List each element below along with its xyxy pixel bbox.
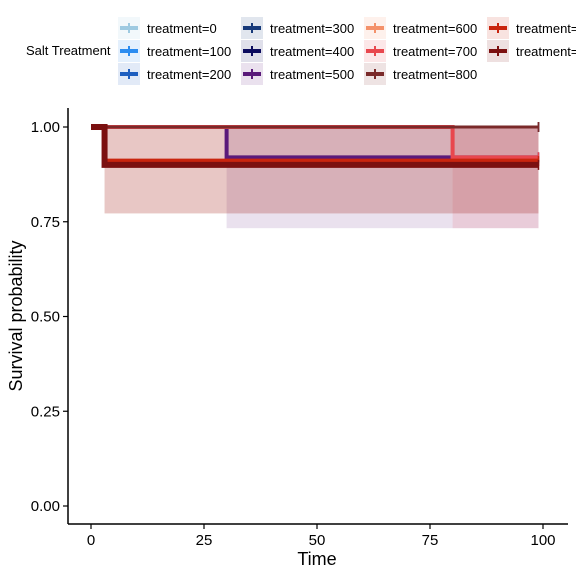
- y-tick-label-2: 0.50: [31, 309, 60, 326]
- y-tick-label-3: 0.75: [31, 214, 60, 231]
- legend-label-8: treatment=800: [393, 67, 477, 82]
- survival-curves: [91, 122, 540, 170]
- y-tick-label-4: 1.00: [31, 119, 60, 136]
- ci-band-7: [452, 127, 539, 229]
- ci-band-5: [226, 127, 539, 229]
- x-axis-title: Time: [297, 549, 336, 569]
- y-tick-label-1: 0.25: [31, 403, 60, 420]
- legend-label-0: treatment=0: [147, 21, 217, 36]
- legend-title: Salt Treatment: [26, 43, 111, 58]
- curve-10: [91, 124, 539, 168]
- x-tick-label-3: 75: [422, 532, 439, 549]
- x-tick-label-2: 50: [309, 532, 326, 549]
- legend-label-7: treatment=700: [393, 44, 477, 59]
- legend-label-1: treatment=100: [147, 44, 231, 59]
- confidence-bands: [104, 127, 539, 229]
- legend-label-2: treatment=200: [147, 67, 231, 82]
- y-tick-label-0: 0.00: [31, 498, 60, 515]
- y-axis-title: Survival probability: [6, 240, 26, 391]
- legend-label-3: treatment=300: [270, 21, 354, 36]
- axes: 0 25 50 75 100 0.00 0.25 0.50 0.75 1.00: [31, 108, 568, 549]
- legend-label-4: treatment=400: [270, 44, 354, 59]
- legend-label-6: treatment=600: [393, 21, 477, 36]
- x-tick-label-1: 25: [196, 532, 213, 549]
- x-tick-label-0: 0: [87, 532, 95, 549]
- x-tick-label-4: 100: [530, 532, 555, 549]
- ci-band-9: [104, 127, 539, 214]
- legend-label-9: treatment=900: [516, 21, 576, 36]
- ci-band-10: [104, 127, 539, 214]
- legend: Salt Treatment treatment=0 treatment=100 tr…: [26, 17, 576, 85]
- legend-label-5: treatment=500: [270, 67, 354, 82]
